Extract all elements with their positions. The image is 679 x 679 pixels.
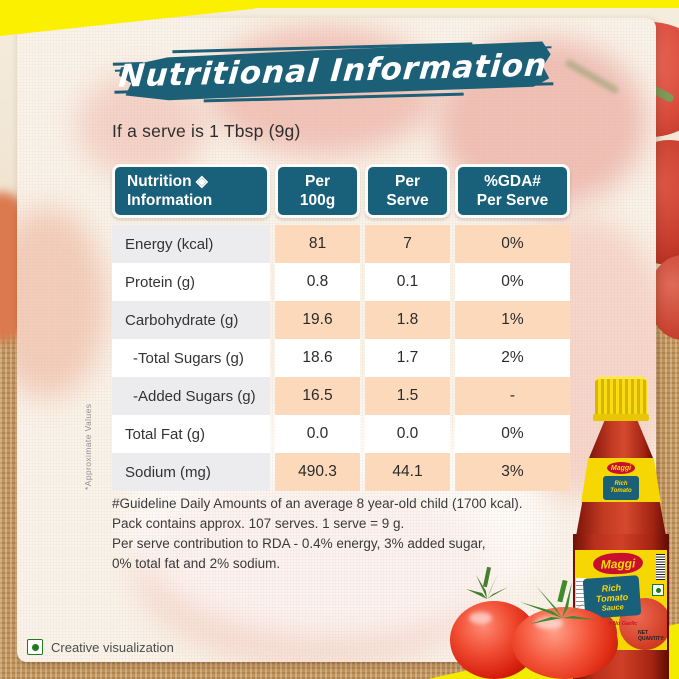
variant-banner: Rich Tomato: [603, 476, 639, 500]
value-per-100g: 81: [275, 225, 360, 263]
header-gda-per-serve: %GDA# Per Serve: [455, 164, 570, 218]
top-yellow-band: [0, 0, 679, 8]
table-row: -Added Sugars (g) 16.5 1.5 -: [112, 377, 570, 415]
table-row: Total Fat (g) 0.0 0.0 0%: [112, 415, 570, 453]
table-row: Sodium (mg) 490.3 44.1 3%: [112, 453, 570, 491]
value-per-serve: 44.1: [365, 453, 450, 491]
header-per-serve: Per Serve: [365, 164, 450, 218]
value-per-serve: 1.5: [365, 377, 450, 415]
header-nutrition-information: Nutrition ◈ Information: [112, 164, 270, 218]
value-per-100g: 18.6: [275, 339, 360, 377]
bottle-neck: [589, 421, 653, 458]
nutrition-table: Nutrition ◈ Information Per 100g Per Ser…: [112, 164, 570, 491]
row-label: Carbohydrate (g): [112, 301, 270, 339]
value-per-serve: 7: [365, 225, 450, 263]
value-gda: 3%: [455, 453, 570, 491]
row-label: Sodium (mg): [112, 453, 270, 491]
tomato-calyx-icon: [520, 580, 602, 624]
bottle-cap-ring: [593, 414, 649, 421]
brand-logo: Maggi: [607, 462, 635, 474]
table-row: -Total Sugars (g) 18.6 1.7 2%: [112, 339, 570, 377]
row-label: Protein (g): [112, 263, 270, 301]
variant-name: Rich Tomato: [610, 481, 632, 494]
table-row: Energy (kcal) 81 7 0%: [112, 225, 570, 263]
value-per-100g: 0.8: [275, 263, 360, 301]
row-label: Total Fat (g): [112, 415, 270, 453]
row-label: -Added Sugars (g): [112, 377, 270, 415]
value-gda: 0%: [455, 225, 570, 263]
value-per-100g: 16.5: [275, 377, 360, 415]
bottle-neck-label: Maggi Rich Tomato: [581, 458, 661, 503]
value-per-serve: 0.0: [365, 415, 450, 453]
table-row: Protein (g) 0.8 0.1 0%: [112, 263, 570, 301]
claim-text: No Onion No Garlic: [586, 621, 638, 627]
value-per-100g: 0.0: [275, 415, 360, 453]
footnote-line: 0% total fat and 2% sodium.: [112, 556, 281, 571]
approximate-values-note: *Approximate Values: [83, 403, 93, 490]
value-gda: 1%: [455, 301, 570, 339]
disclaimer-text: Creative visualization: [51, 639, 174, 655]
guideline-footnotes: #Guideline Daily Amounts of an average 8…: [112, 494, 552, 574]
brush-stroke-graphic: [112, 41, 554, 103]
value-gda: 0%: [455, 263, 570, 301]
disclaimer-row: Creative visualization: [27, 639, 174, 655]
value-per-100g: 19.6: [275, 301, 360, 339]
value-gda: 2%: [455, 339, 570, 377]
barcode: [656, 554, 665, 580]
table-header-row: Nutrition ◈ Information Per 100g Per Ser…: [112, 164, 570, 218]
bottle-shoulder: [576, 502, 666, 536]
tomato-photo: [512, 607, 618, 679]
bottle-cap: [595, 376, 647, 416]
value-per-serve: 0.1: [365, 263, 450, 301]
value-per-serve: 1.8: [365, 301, 450, 339]
serving-size-note: If a serve is 1 Tbsp (9g): [112, 121, 301, 141]
info-card: Nutritional Information If a serve is 1 …: [17, 18, 656, 662]
footnote-line: Per serve contribution to RDA - 0.4% ene…: [112, 536, 486, 551]
title-banner: Nutritional Information: [112, 32, 554, 109]
value-per-serve: 1.7: [365, 339, 450, 377]
value-per-100g: 490.3: [275, 453, 360, 491]
vegetarian-mark-icon: [27, 639, 43, 655]
row-label: -Total Sugars (g): [112, 339, 270, 377]
row-label: Energy (kcal): [112, 225, 270, 263]
value-gda: -: [455, 377, 570, 415]
header-per-100g: Per 100g: [275, 164, 360, 218]
page-title: Nutritional Information: [117, 47, 549, 95]
brand-logo: Maggi: [592, 552, 644, 575]
footnote-line: Pack contains approx. 107 serves. 1 serv…: [112, 516, 405, 531]
footnote-line: #Guideline Daily Amounts of an average 8…: [112, 496, 523, 511]
net-quantity-text: NET QUANTITY:: [638, 630, 665, 642]
value-gda: 0%: [455, 415, 570, 453]
label-nutrition-panel: [576, 578, 586, 614]
table-row: Carbohydrate (g) 19.6 1.8 1%: [112, 301, 570, 339]
tomato-calyx-icon: [466, 567, 508, 599]
vegetarian-mark-icon: [652, 584, 664, 596]
table-body: Energy (kcal) 81 7 0% Protein (g) 0.8 0.…: [112, 225, 570, 491]
